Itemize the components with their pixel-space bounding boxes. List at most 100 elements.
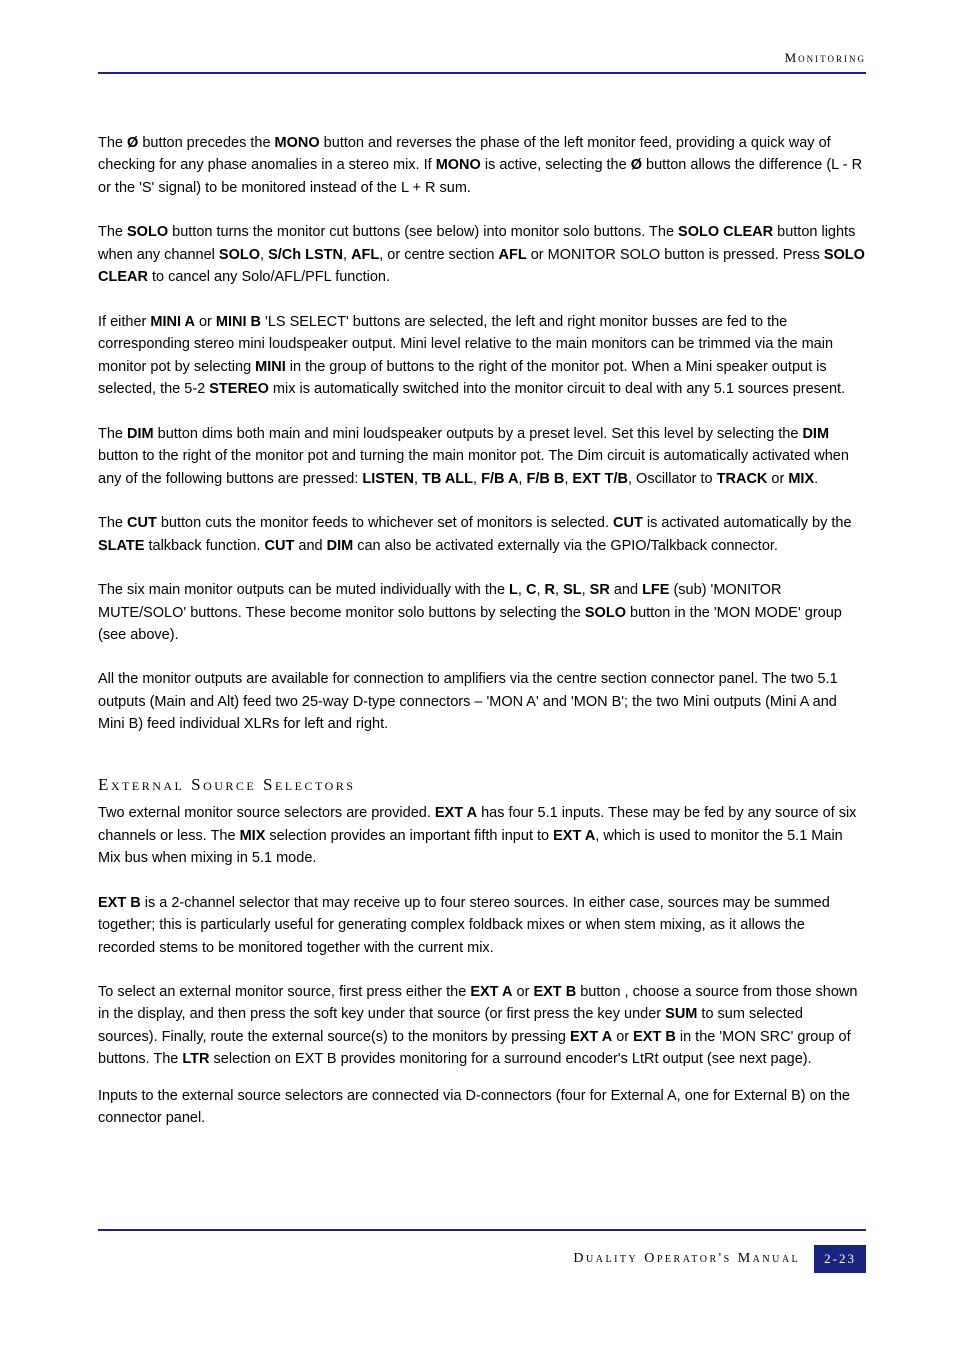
paragraph-select-ext: To select an external monitor source, fi… [98, 981, 866, 1071]
footer-row: Duality Operator's Manual 2-23 [98, 1245, 866, 1273]
bold: MIX [240, 828, 266, 844]
bold: DIM [327, 538, 354, 554]
text: is a 2-channel selector that may receive… [98, 895, 830, 956]
section-heading-external-source: External Source Selectors [98, 772, 866, 798]
bold: CUT [265, 538, 295, 554]
bold: EXT T/B [572, 471, 628, 487]
page-number-badge: 2-23 [814, 1245, 866, 1273]
text: is active, selecting the [481, 157, 631, 173]
bold: MONO [275, 135, 320, 151]
text: All the monitor outputs are available fo… [98, 671, 838, 732]
text: , [518, 582, 526, 598]
text: . [814, 471, 818, 487]
text: or [513, 984, 534, 1000]
text: or MONITOR SOLO button is pressed. Press [527, 247, 824, 263]
bold: S/Ch LSTN [268, 247, 343, 263]
bold: SOLO [585, 605, 626, 621]
text: , [414, 471, 422, 487]
footer-rule [98, 1229, 866, 1231]
bold: MINI [255, 359, 286, 375]
paragraph-phase: The Ø button precedes the MONO button an… [98, 132, 866, 199]
text: or [195, 314, 216, 330]
bold: MINI A [150, 314, 195, 330]
bold: EXT B [633, 1029, 676, 1045]
text: , [555, 582, 563, 598]
paragraph-mini: If either MINI A or MINI B 'LS SELECT' b… [98, 311, 866, 401]
bold: F/B A [481, 471, 518, 487]
paragraph-solo: The SOLO button turns the monitor cut bu… [98, 221, 866, 288]
text: talkback function. [144, 538, 264, 554]
text: , or centre section [379, 247, 498, 263]
text: button cuts the monitor feeds to whichev… [157, 515, 613, 531]
footer-manual-title: Duality Operator's Manual [573, 1251, 800, 1267]
bold: EXT A [553, 828, 595, 844]
bold: EXT B [533, 984, 576, 1000]
bold: R [545, 582, 555, 598]
bold: F/B B [526, 471, 564, 487]
bold: MINI B [216, 314, 261, 330]
bold: SOLO CLEAR [678, 224, 773, 240]
text: and [610, 582, 642, 598]
paragraph-ext-b: EXT B is a 2-channel selector that may r… [98, 892, 866, 959]
bold: CUT [613, 515, 643, 531]
paragraph-dim: The DIM button dims both main and mini l… [98, 423, 866, 490]
bold: LFE [642, 582, 669, 598]
paragraph-cut: The CUT button cuts the monitor feeds to… [98, 512, 866, 557]
bold: EXT A [570, 1029, 612, 1045]
text: button dims both main and mini loudspeak… [154, 426, 803, 442]
text: selection provides an important fifth in… [265, 828, 553, 844]
text: , [343, 247, 351, 263]
text: or [612, 1029, 633, 1045]
bold: SUM [665, 1006, 697, 1022]
text: mix is automatically switched into the m… [269, 381, 845, 397]
text: Two external monitor source selectors ar… [98, 805, 435, 821]
bold: LISTEN [362, 471, 414, 487]
bold: AFL [351, 247, 379, 263]
bold: DIM [127, 426, 154, 442]
text: The [98, 135, 127, 151]
bold: DIM [802, 426, 829, 442]
text: The [98, 515, 127, 531]
bold: MIX [788, 471, 814, 487]
header-section-label: Monitoring [98, 50, 866, 66]
bold: EXT A [435, 805, 477, 821]
text: If either [98, 314, 150, 330]
text: , [260, 247, 268, 263]
bold: EXT B [98, 895, 141, 911]
bold: CUT [127, 515, 157, 531]
paragraph-ext-a: Two external monitor source selectors ar… [98, 802, 866, 869]
text: and [294, 538, 326, 554]
text: or [767, 471, 788, 487]
text: The [98, 426, 127, 442]
text: , Oscillator to [628, 471, 717, 487]
bold: STEREO [209, 381, 269, 397]
text: The six main monitor outputs can be mute… [98, 582, 509, 598]
text: can also be activated externally via the… [353, 538, 778, 554]
bold: LTR [182, 1051, 209, 1067]
header-rule [98, 72, 866, 74]
bold: EXT A [470, 984, 512, 1000]
text: button turns the monitor cut buttons (se… [168, 224, 678, 240]
text: button precedes the [138, 135, 274, 151]
text: is activated automatically by the [643, 515, 852, 531]
bold: Ø [127, 135, 138, 151]
bold: SOLO [219, 247, 260, 263]
bold: Ø [631, 157, 642, 173]
text: Inputs to the external source selectors … [98, 1088, 850, 1126]
text: , [473, 471, 481, 487]
bold: SLATE [98, 538, 144, 554]
text: selection on EXT B provides monitoring f… [210, 1051, 812, 1067]
bold: TB ALL [422, 471, 473, 487]
paragraph-mute: The six main monitor outputs can be mute… [98, 579, 866, 646]
bold: AFL [499, 247, 527, 263]
page-footer: Duality Operator's Manual 2-23 [98, 1229, 866, 1273]
paragraph-connectors: Inputs to the external source selectors … [98, 1085, 866, 1130]
bold: SL [563, 582, 582, 598]
text: , [536, 582, 544, 598]
bold: SR [590, 582, 610, 598]
body-content: The Ø button precedes the MONO button an… [98, 132, 866, 1130]
bold: MONO [436, 157, 481, 173]
text: to cancel any Solo/AFL/PFL function. [148, 269, 390, 285]
bold: TRACK [717, 471, 768, 487]
text: To select an external monitor source, fi… [98, 984, 470, 1000]
